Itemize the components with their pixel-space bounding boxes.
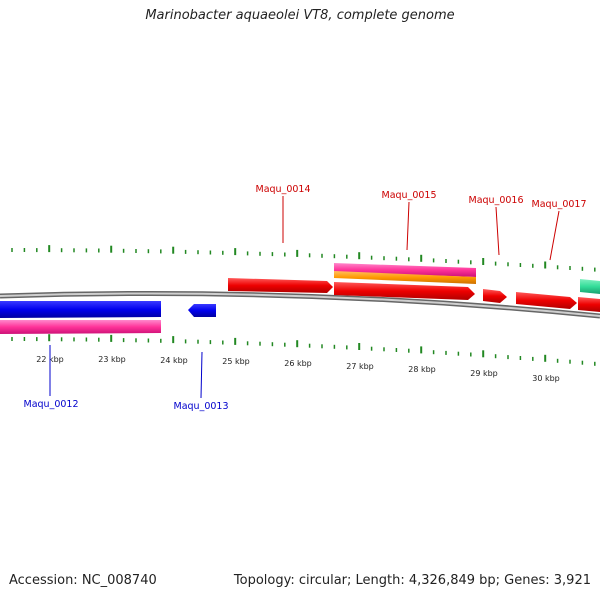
gene-feature-edge[interactable] <box>578 297 600 312</box>
gene-feature-maqu-0012[interactable] <box>0 301 161 318</box>
gene-feature-maqu-0013[interactable] <box>188 304 216 317</box>
rna-feature[interactable] <box>334 263 476 277</box>
scale-label: 27 kbp <box>346 362 374 371</box>
gene-feature-maqu-0015[interactable] <box>334 282 475 300</box>
leader-line <box>200 351 203 399</box>
scale-label: 26 kbp <box>284 359 312 368</box>
map-title: Marinobacter aquaeolei VT8, complete gen… <box>145 8 455 23</box>
scale-label: 25 kbp <box>222 357 250 366</box>
leader-line <box>406 201 410 251</box>
scale-label: 24 kbp <box>160 356 188 365</box>
gene-feature-maqu-0016[interactable] <box>483 289 507 303</box>
scale-label: 29 kbp <box>470 369 498 378</box>
inner-tick-marks <box>11 334 596 366</box>
scale-label: 23 kbp <box>98 355 126 364</box>
other-feature[interactable] <box>334 271 476 284</box>
gene-label-maqu-0016: Maqu_0016 <box>469 195 524 206</box>
reverse-gene-labels: Maqu_0012 Maqu_0013 <box>24 345 229 412</box>
scale-labels: 22 kbp 23 kbp 24 kbp 25 kbp 26 kbp 27 kb… <box>36 355 560 383</box>
leader-line <box>549 210 560 261</box>
gene-label-maqu-0013: Maqu_0013 <box>174 401 229 412</box>
gene-label-maqu-0012: Maqu_0012 <box>24 399 79 410</box>
scale-label: 28 kbp <box>408 365 436 374</box>
gene-label-maqu-0017: Maqu_0017 <box>532 199 587 210</box>
gene-feature-maqu-0014[interactable] <box>228 278 333 293</box>
forward-gene-labels: Maqu_0014 Maqu_0015 Maqu_0016 Maqu_0017 <box>256 184 587 261</box>
misc-feature[interactable] <box>580 279 600 294</box>
leader-line <box>495 206 500 256</box>
gene-label-maqu-0015: Maqu_0015 <box>382 190 437 201</box>
scale-label: 30 kbp <box>532 374 560 383</box>
rna-feature-reverse[interactable] <box>0 320 161 334</box>
outer-tick-marks <box>11 245 596 272</box>
gene-feature-maqu-0017[interactable] <box>516 292 577 309</box>
accession-text: Accession: NC_008740 <box>9 573 157 588</box>
genome-stats-text: Topology: circular; Length: 4,326,849 bp… <box>233 573 591 588</box>
genome-backbone-highlight <box>0 292 600 317</box>
gene-label-maqu-0014: Maqu_0014 <box>256 184 311 195</box>
